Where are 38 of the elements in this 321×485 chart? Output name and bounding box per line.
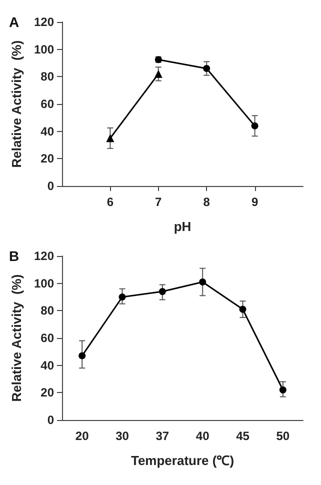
point [239,306,246,313]
x-tick-label: 7 [155,195,162,209]
point [199,278,206,286]
y-tick-label: 20 [40,386,54,400]
x-tick-label: 9 [251,195,258,209]
y-axis-title: Relative Activity (%) [9,40,24,168]
x-tick-label: 8 [203,195,210,209]
chart-title: A [9,14,20,30]
y-tick-label: 60 [40,331,54,345]
point [251,122,258,130]
y-tick-label: 40 [40,358,54,372]
x-tick-label: 20 [75,429,90,443]
point [118,294,126,300]
point [78,352,86,360]
y-tick-label: 100 [34,42,54,56]
y-tick-label: 0 [47,413,54,427]
y-tick-label: 60 [40,97,54,111]
y-tick-label: 80 [40,304,54,318]
chart-title: B [9,248,20,264]
y-tick-label: 20 [40,152,54,166]
y-tick-label: 80 [40,70,54,84]
y-axis-title: Relative Activity (%) [9,274,24,402]
y-tick-label: 100 [34,276,54,290]
y-tick-label: 0 [47,179,54,193]
y-tick-label: 120 [34,249,54,263]
x-tick-label: 30 [116,429,130,443]
x-tick-label: 37 [156,429,170,443]
x-tick-label: 40 [196,429,210,443]
x-axis-title: Temperature (℃) [130,453,234,468]
y-tick-label: 40 [40,124,54,138]
point [203,64,210,72]
point [279,386,286,394]
y-tick-label: 120 [34,15,54,29]
x-tick-label: 6 [106,195,114,209]
point [158,288,166,296]
x-tick-label: 50 [276,429,290,443]
x-axis-title: pH [174,219,192,234]
x-tick-label: 45 [236,429,250,443]
